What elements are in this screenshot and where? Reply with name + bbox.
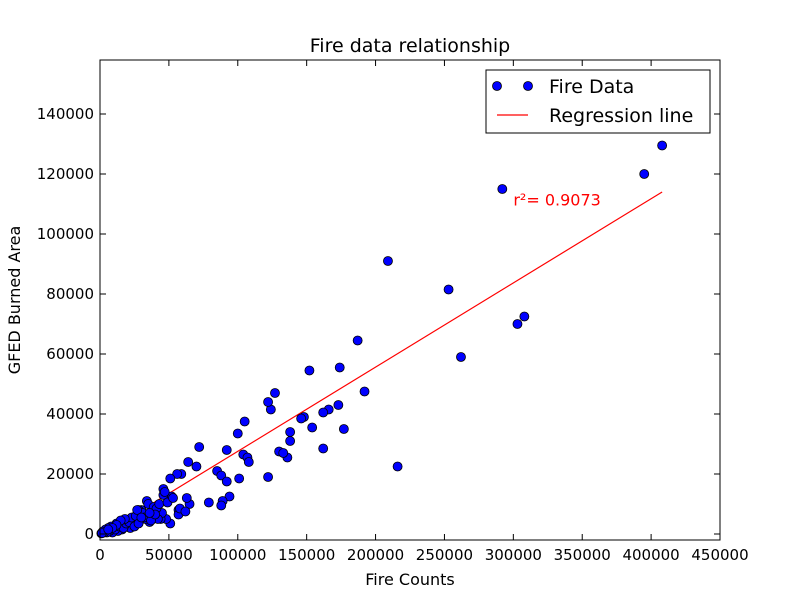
data-point [221,445,232,455]
data-point [657,140,668,151]
legend-marker-fire-data-1 [492,81,502,91]
y-tick-label: 20000 [46,465,94,483]
data-point [456,352,466,362]
data-point [296,413,307,424]
data-point [159,487,170,497]
x-tick-label: 300000 [485,546,542,564]
data-point [285,436,296,446]
data-point [239,416,250,427]
r-squared-annotation: r²= 0.9073 [513,191,600,210]
y-tick-label: 80000 [46,285,94,303]
x-tick-label: 150000 [278,546,335,564]
y-tick-label: 100000 [37,225,94,243]
data-point [132,505,143,515]
legend-marker-fire-data-2 [523,81,533,91]
data-point [443,284,454,295]
data-point [285,427,296,437]
data-point [168,493,178,503]
data-point [183,457,194,467]
legend: Fire Data Regression line [485,69,711,134]
data-point [639,169,650,179]
data-point [512,319,523,329]
data-point [318,407,329,418]
data-point [270,388,280,398]
data-point [103,524,114,535]
x-tick-label: 100000 [209,546,266,564]
legend-box [485,69,711,134]
x-axis-label: Fire Counts [365,570,455,589]
data-point [263,472,273,482]
data-point [334,362,345,373]
data-point [338,424,349,434]
data-point [180,506,191,517]
data-point [191,461,202,472]
data-point [318,443,329,454]
data-point [154,499,165,509]
data-point [216,470,227,481]
data-point [234,473,245,484]
x-tick-label: 200000 [347,546,404,564]
x-tick-label: 250000 [416,546,473,564]
data-point [352,335,363,346]
y-axis-label: GFED Burned Area [5,226,24,375]
y-tick-label: 60000 [46,345,94,363]
data-point [263,397,273,407]
data-point [304,365,315,376]
x-tick-label: 400000 [622,546,679,564]
data-point [307,422,318,433]
data-point [224,491,235,502]
plot-frame [99,59,721,541]
legend-label-fire-data: Fire Data [549,76,634,98]
ticks-layer: 0 50000 100000 150000 200000 250000 300000 3500… [37,60,749,564]
x-tick-label: 450000 [691,546,748,564]
data-point [216,500,227,511]
data-point [181,493,192,503]
data-point [172,469,183,479]
x-tick-label: 350000 [554,546,611,564]
data-point [232,428,243,439]
data-point [497,184,508,194]
regression-line [99,191,663,537]
x-tick-label: 0 [95,546,105,564]
data-point [519,311,530,322]
data-point [221,476,232,487]
data-point [383,256,393,266]
x-tick-label: 50000 [145,546,193,564]
legend-label-regression: Regression line [549,105,693,127]
regression-layer [99,191,663,537]
data-point [359,386,370,397]
data-point [194,442,205,452]
y-tick-label: 140000 [37,105,94,123]
data-point [203,497,214,508]
points-layer [96,140,668,539]
y-tick-label: 120000 [37,165,94,183]
y-tick-label: 40000 [46,405,94,423]
data-point [136,512,147,523]
data-point [165,473,176,484]
chart-title: Fire data relationship [310,35,510,57]
data-point [243,457,254,467]
data-point [392,461,403,472]
data-point [333,400,344,410]
data-point [278,448,289,458]
data-point [144,508,155,518]
y-tick-label: 0 [84,525,94,543]
